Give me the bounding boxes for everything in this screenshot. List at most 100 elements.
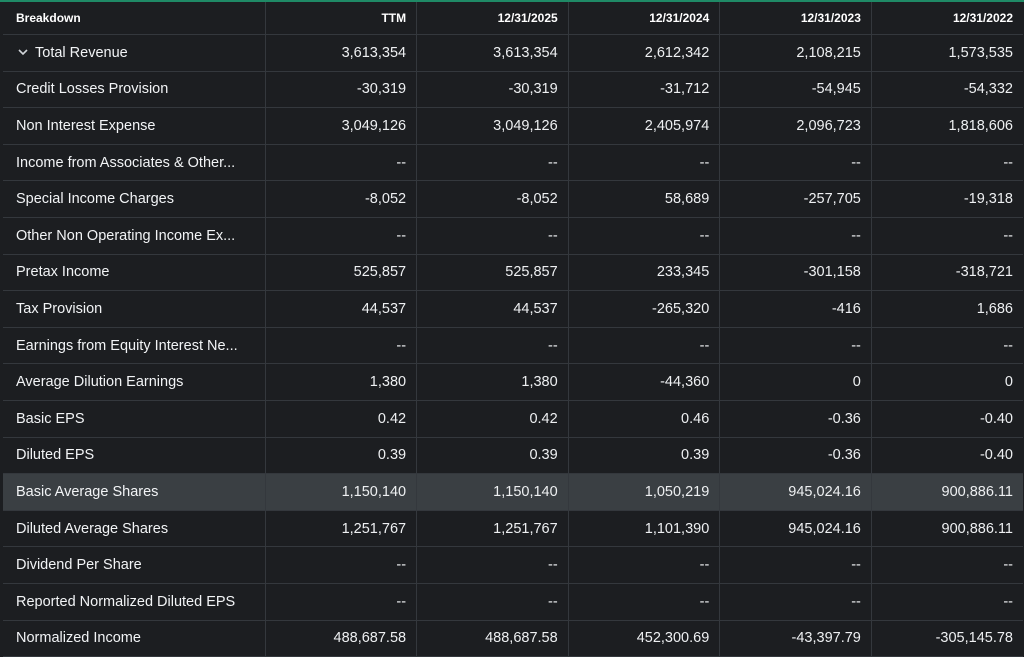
value-cell: 1,251,767 bbox=[265, 510, 418, 548]
value-cell: 2,108,215 bbox=[719, 34, 872, 72]
row-label-cell[interactable]: Total Revenue bbox=[3, 34, 266, 72]
value-cell: -- bbox=[719, 217, 872, 255]
row-label-cell: Special Income Charges bbox=[3, 180, 266, 218]
value-cell: -54,945 bbox=[719, 71, 872, 109]
value-cell: -- bbox=[719, 583, 872, 621]
row-label-cell: Diluted EPS bbox=[3, 437, 266, 475]
value-cell: -- bbox=[416, 546, 569, 584]
table-row[interactable]: Income from Associates & Other... -- -- -- -… bbox=[3, 144, 1023, 182]
row-label: Basic EPS bbox=[16, 410, 85, 427]
header-breakdown[interactable]: Breakdown bbox=[3, 2, 266, 35]
chevron-down-icon[interactable] bbox=[16, 47, 30, 59]
value-cell: -318,721 bbox=[871, 254, 1023, 292]
value-cell: 3,613,354 bbox=[416, 34, 569, 72]
header-2025[interactable]: 12/31/2025 bbox=[416, 2, 569, 35]
table-row[interactable]: Normalized Income 488,687.58 488,687.58 452… bbox=[3, 620, 1023, 657]
table-row[interactable]: Credit Losses Provision -30,319 -30,319 -31… bbox=[3, 71, 1023, 109]
row-label-cell: Income from Associates & Other... bbox=[3, 144, 266, 182]
row-label: Average Dilution Earnings bbox=[16, 374, 184, 391]
value-cell: 2,096,723 bbox=[719, 107, 872, 145]
value-cell: 44,537 bbox=[416, 290, 569, 328]
value-cell: -- bbox=[719, 327, 872, 365]
row-label: Credit Losses Provision bbox=[16, 81, 169, 98]
value-cell: -- bbox=[871, 144, 1023, 182]
row-label: Special Income Charges bbox=[16, 191, 174, 208]
value-cell: 900,886.11 bbox=[871, 510, 1023, 548]
value-cell: -8,052 bbox=[416, 180, 569, 218]
row-label: Basic Average Shares bbox=[16, 483, 159, 500]
value-cell: -- bbox=[416, 217, 569, 255]
value-cell: -- bbox=[568, 144, 721, 182]
table-row[interactable]: Special Income Charges -8,052 -8,052 58,689… bbox=[3, 180, 1023, 218]
value-cell: 945,024.16 bbox=[719, 510, 872, 548]
value-cell: -- bbox=[265, 217, 418, 255]
table-row[interactable]: Basic EPS 0.42 0.42 0.46 -0.36 -0.40 bbox=[3, 400, 1023, 438]
value-cell: 3,613,354 bbox=[265, 34, 418, 72]
row-label: Other Non Operating Income Ex... bbox=[16, 227, 236, 244]
header-2022[interactable]: 12/31/2022 bbox=[871, 2, 1023, 35]
value-cell: 0 bbox=[871, 363, 1023, 401]
value-cell: -- bbox=[568, 546, 721, 584]
value-cell: -- bbox=[265, 546, 418, 584]
income-statement-table: Breakdown TTM 12/31/2025 12/31/2024 12/3… bbox=[3, 2, 1023, 657]
value-cell: 0.42 bbox=[265, 400, 418, 438]
table-row[interactable]: Average Dilution Earnings 1,380 1,380 -44,3… bbox=[3, 363, 1023, 401]
value-cell: -- bbox=[568, 583, 721, 621]
table-row[interactable]: Other Non Operating Income Ex... -- -- -- --… bbox=[3, 217, 1023, 255]
value-cell: 3,049,126 bbox=[265, 107, 418, 145]
value-cell: 1,380 bbox=[416, 363, 569, 401]
table-row[interactable]: Diluted Average Shares 1,251,767 1,251,767… bbox=[3, 510, 1023, 548]
value-cell: 1,573,535 bbox=[871, 34, 1023, 72]
value-cell: 44,537 bbox=[265, 290, 418, 328]
table-row[interactable]: Reported Normalized Diluted EPS -- -- -- -- -… bbox=[3, 583, 1023, 621]
value-cell: -30,319 bbox=[265, 71, 418, 109]
row-label: Diluted EPS bbox=[16, 447, 95, 464]
value-cell: -- bbox=[416, 327, 569, 365]
table-row[interactable]: Tax Provision 44,537 44,537 -265,320 -416 1,6… bbox=[3, 290, 1023, 328]
row-label-cell: Basic Average Shares bbox=[3, 473, 266, 511]
value-cell: 900,886.11 bbox=[871, 473, 1023, 511]
value-cell: -- bbox=[719, 144, 872, 182]
value-cell: -43,397.79 bbox=[719, 620, 872, 657]
row-label: Total Revenue bbox=[35, 44, 128, 61]
row-label: Pretax Income bbox=[16, 264, 110, 281]
value-cell: 0.39 bbox=[416, 437, 569, 475]
row-label: Normalized Income bbox=[16, 630, 141, 647]
value-cell: -- bbox=[719, 546, 872, 584]
value-cell: -- bbox=[871, 583, 1023, 621]
value-cell: -- bbox=[871, 217, 1023, 255]
value-cell: 525,857 bbox=[265, 254, 418, 292]
value-cell: -265,320 bbox=[568, 290, 721, 328]
value-cell: -31,712 bbox=[568, 71, 721, 109]
value-cell: 488,687.58 bbox=[265, 620, 418, 657]
row-label-cell: Basic EPS bbox=[3, 400, 266, 438]
table-row[interactable]: Diluted EPS 0.39 0.39 0.39 -0.36 -0.40 bbox=[3, 437, 1023, 475]
table-row[interactable]: Basic Average Shares 1,150,140 1,150,140 1,… bbox=[3, 473, 1023, 511]
table-row[interactable]: Total Revenue 3,613,354 3,613,354 2,612,342… bbox=[3, 34, 1023, 72]
header-2023[interactable]: 12/31/2023 bbox=[719, 2, 872, 35]
row-label-cell: Non Interest Expense bbox=[3, 107, 266, 145]
table-row[interactable]: Dividend Per Share -- -- -- -- -- bbox=[3, 546, 1023, 584]
table-row[interactable]: Earnings from Equity Interest Ne... -- -- -… bbox=[3, 327, 1023, 365]
value-cell: 2,612,342 bbox=[568, 34, 721, 72]
table-row[interactable]: Pretax Income 525,857 525,857 233,345 -301,1… bbox=[3, 254, 1023, 292]
value-cell: 1,050,219 bbox=[568, 473, 721, 511]
value-cell: 233,345 bbox=[568, 254, 721, 292]
header-ttm[interactable]: TTM bbox=[265, 2, 418, 35]
value-cell: -- bbox=[265, 327, 418, 365]
header-2024[interactable]: 12/31/2024 bbox=[568, 2, 721, 35]
value-cell: 1,818,606 bbox=[871, 107, 1023, 145]
value-cell: 452,300.69 bbox=[568, 620, 721, 657]
value-cell: 1,380 bbox=[265, 363, 418, 401]
value-cell: -0.40 bbox=[871, 437, 1023, 475]
value-cell: -305,145.78 bbox=[871, 620, 1023, 657]
row-label-cell: Dividend Per Share bbox=[3, 546, 266, 584]
value-cell: 2,405,974 bbox=[568, 107, 721, 145]
table-row[interactable]: Non Interest Expense 3,049,126 3,049,126 2,… bbox=[3, 107, 1023, 145]
row-label-cell: Pretax Income bbox=[3, 254, 266, 292]
value-cell: 0.39 bbox=[568, 437, 721, 475]
value-cell: -416 bbox=[719, 290, 872, 328]
row-label-cell: Tax Provision bbox=[3, 290, 266, 328]
value-cell: -- bbox=[871, 546, 1023, 584]
row-label-cell: Diluted Average Shares bbox=[3, 510, 266, 548]
